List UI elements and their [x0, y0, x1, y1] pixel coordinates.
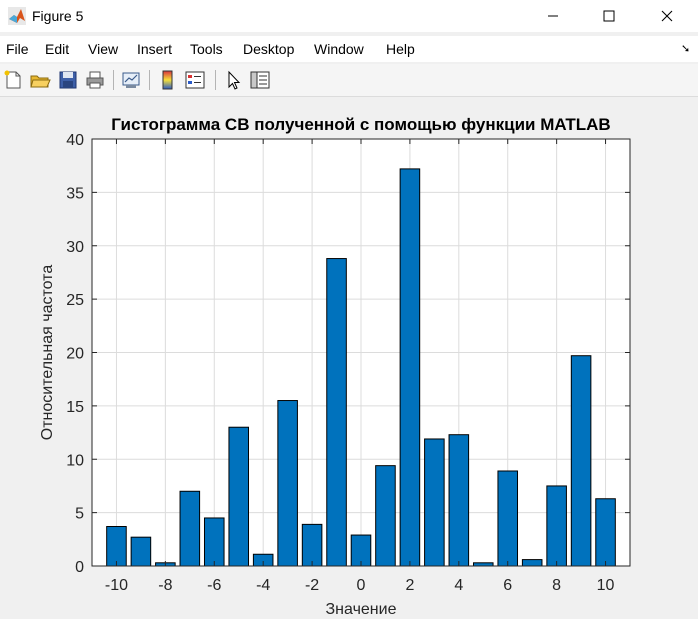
y-tick-label: 20	[66, 346, 84, 363]
menu-tools[interactable]: Tools	[190, 41, 223, 57]
chart-title: Гистограмма СВ полученной с помощью функ…	[111, 115, 610, 134]
toolbar-separator	[215, 70, 216, 90]
x-tick-label: 10	[597, 577, 615, 594]
close-button[interactable]	[644, 0, 690, 32]
bar	[546, 485, 567, 567]
bar	[130, 536, 152, 567]
x-tick-label: 6	[503, 577, 512, 594]
minimize-icon	[548, 15, 558, 17]
y-tick-label: 15	[66, 399, 84, 416]
x-tick-label: -8	[158, 577, 172, 594]
new-figure-icon[interactable]	[2, 69, 24, 91]
print-icon[interactable]	[84, 69, 106, 91]
bar	[228, 426, 250, 567]
insert-colorbar-icon[interactable]	[157, 69, 179, 91]
x-tick-label: 4	[454, 577, 463, 594]
toolbar-separator	[113, 70, 114, 90]
x-axis-label: Значение	[326, 601, 397, 618]
bar	[521, 559, 543, 567]
y-tick-label: 5	[75, 506, 84, 523]
insert-legend-icon[interactable]	[184, 69, 206, 91]
save-icon[interactable]	[57, 69, 79, 91]
x-tick-label: 0	[357, 577, 366, 594]
matlab-logo-icon	[8, 7, 26, 25]
close-icon	[661, 10, 673, 22]
toolbar-separator	[149, 70, 150, 90]
y-tick-label: 0	[75, 559, 84, 576]
menu-bar: File Edit View Insert Tools Desktop Wind…	[0, 36, 698, 62]
ticks: 0 5 10 15 20 25 30 35 40 -10 -8 -6 -4 -2 0 2 4 6 8 10	[66, 132, 630, 594]
x-tick-label: 2	[405, 577, 414, 594]
bar	[326, 258, 347, 567]
y-tick-label: 10	[66, 452, 84, 469]
property-inspector-icon[interactable]	[249, 69, 271, 91]
x-tick-label: 8	[552, 577, 561, 594]
bar	[399, 168, 421, 567]
x-tick-label: -6	[207, 577, 221, 594]
y-tick-label: 40	[66, 132, 84, 149]
bar	[375, 465, 396, 567]
menu-edit[interactable]: Edit	[45, 41, 70, 57]
y-tick-label: 35	[66, 185, 84, 202]
maximize-icon	[603, 10, 615, 22]
toolbar	[0, 64, 698, 97]
x-tick-label: -10	[105, 577, 128, 594]
bar	[277, 400, 298, 567]
figure-area: 0 5 10 15 20 25 30 35 40 -10 -8 -6 -4 -2 0 2 4 6 8 10 Гисто…	[0, 97, 698, 619]
bar	[301, 523, 323, 567]
x-tick-label: -2	[305, 577, 319, 594]
title-bar: Figure 5	[0, 0, 698, 32]
bar	[424, 438, 445, 567]
link-plot-icon[interactable]	[120, 69, 142, 91]
bar	[448, 434, 470, 567]
menu-window[interactable]: Window	[314, 41, 364, 57]
window-title: Figure 5	[32, 8, 84, 24]
bars	[106, 168, 616, 567]
bar	[106, 526, 127, 567]
menu-desktop[interactable]: Desktop	[243, 41, 295, 57]
x-tick-label: -4	[256, 577, 270, 594]
bar	[570, 355, 592, 567]
bar	[497, 470, 519, 567]
y-tick-label: 25	[66, 292, 84, 309]
edit-plot-icon[interactable]	[222, 69, 244, 91]
bar	[595, 498, 616, 567]
y-tick-label: 30	[66, 239, 84, 256]
y-axis-label: Относительная частота	[39, 265, 56, 441]
menu-file[interactable]: File	[6, 41, 29, 57]
open-file-icon[interactable]	[29, 69, 51, 91]
minimize-button[interactable]	[530, 0, 576, 32]
menu-view[interactable]: View	[88, 41, 119, 57]
bar	[203, 517, 225, 567]
bar	[179, 490, 201, 567]
menu-insert[interactable]: Insert	[137, 41, 173, 57]
maximize-button[interactable]	[586, 0, 632, 32]
dock-arrow-icon[interactable]: ➘	[681, 43, 691, 55]
bar-chart: 0 5 10 15 20 25 30 35 40 -10 -8 -6 -4 -2 0 2 4 6 8 10 Гисто…	[39, 115, 631, 618]
menu-help[interactable]: Help	[386, 41, 415, 57]
